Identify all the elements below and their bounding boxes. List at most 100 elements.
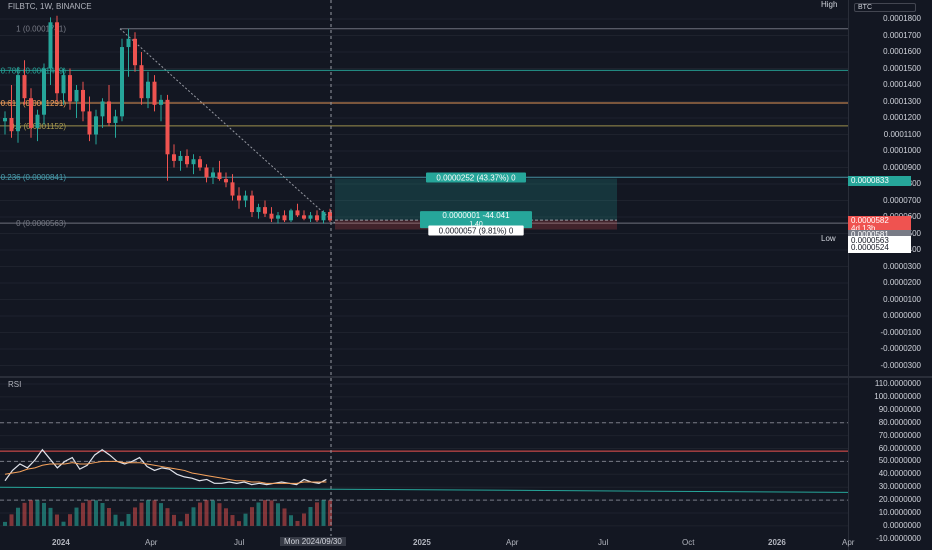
price-tag: 0.0000582 bbox=[848, 216, 911, 226]
rsi-histogram-bar bbox=[289, 515, 293, 526]
rsi-histogram-bar bbox=[74, 507, 79, 526]
price-axis[interactable]: 0.0001800 0.0001700 0.0001600 0.0001500 0.00… bbox=[848, 0, 932, 550]
candle-body bbox=[321, 212, 326, 221]
candle-body bbox=[217, 172, 222, 180]
candle-body bbox=[139, 65, 144, 99]
candle-body bbox=[263, 207, 267, 214]
time-axis-tick: Jul bbox=[598, 538, 609, 547]
candle-body bbox=[315, 215, 319, 221]
candle-body bbox=[22, 75, 27, 99]
rsi-histogram-bar bbox=[120, 521, 124, 526]
rsi-histogram-bar bbox=[276, 503, 280, 526]
price-tag: 0.0000581 bbox=[848, 230, 911, 240]
position-target-label: 0.0000252 (43.37%) 0 bbox=[436, 174, 516, 183]
candle-body bbox=[133, 38, 137, 66]
rsi-histogram-bar bbox=[159, 503, 163, 526]
candle-body bbox=[230, 182, 235, 196]
fib-level-label: 1 (0.0001741) bbox=[16, 25, 66, 34]
price-axis-tick: -0.0000300 bbox=[880, 360, 921, 370]
fib-level-label: 0.236 (0.0000841) bbox=[1, 173, 67, 182]
candle-body bbox=[55, 22, 59, 94]
currency-badge[interactable]: BTC bbox=[854, 3, 916, 12]
candle-body bbox=[35, 114, 40, 128]
rsi-axis-tick: 60.0000000 bbox=[878, 443, 921, 453]
candle-body bbox=[237, 195, 241, 201]
rsi-histogram-bar bbox=[256, 502, 261, 526]
candle-body bbox=[211, 172, 215, 178]
candle-body bbox=[68, 75, 72, 102]
rsi-chart-svg[interactable] bbox=[0, 378, 849, 540]
low-label: Low bbox=[818, 234, 839, 243]
rsi-histogram-bar bbox=[308, 507, 313, 526]
fib-trend-line bbox=[119, 28, 336, 224]
rsi-axis-tick: 10.0000000 bbox=[878, 508, 921, 517]
time-axis-tick: Apr bbox=[506, 538, 519, 547]
rsi-histogram-bar bbox=[315, 502, 319, 526]
rsi-histogram-bar bbox=[250, 507, 254, 526]
rsi-histogram-bar bbox=[243, 513, 248, 526]
price-chart-svg[interactable]: 1 (0.0001741) 0.786 (0.0001489) 0.618 (0.0… bbox=[0, 0, 848, 376]
rsi-histogram-bar bbox=[16, 507, 20, 526]
rsi-axis-tick: 100.0000000 bbox=[874, 391, 921, 401]
crosshair-time-label: Mon 2024/09/30 bbox=[280, 537, 346, 546]
candle-body bbox=[61, 75, 66, 94]
rsi-axis-tick: 20.0000000 bbox=[878, 495, 921, 505]
candle-body bbox=[224, 179, 228, 183]
rsi-axis-tick: 50.0000000 bbox=[878, 456, 921, 466]
price-axis-tick: 0.0000300 bbox=[883, 261, 921, 271]
rsi-histogram-bar bbox=[302, 513, 306, 526]
rsi-histogram-bar bbox=[178, 521, 183, 526]
rsi-support-line bbox=[0, 486, 849, 493]
rsi-axis-tick: 110.0000000 bbox=[874, 379, 921, 388]
candle-body bbox=[191, 159, 196, 165]
candle-body bbox=[243, 195, 248, 201]
candle-body bbox=[113, 116, 118, 123]
candle-body bbox=[29, 98, 33, 128]
rsi-histogram-bar bbox=[48, 507, 53, 526]
position-stop-label-box bbox=[428, 225, 524, 236]
rsi-histogram-bar bbox=[328, 500, 332, 526]
candle-body bbox=[94, 116, 98, 135]
rsi-histogram-bar bbox=[204, 500, 209, 526]
rsi-histogram-bar bbox=[126, 514, 131, 526]
chart-title: FILBTC, 1W, BINANCE bbox=[8, 2, 92, 11]
price-tag: 0.0000833 bbox=[848, 176, 911, 186]
rsi-axis-tick: 70.0000000 bbox=[878, 430, 921, 440]
rsi-histogram-bar bbox=[172, 514, 176, 526]
price-axis-tick: 0.0001000 bbox=[883, 146, 921, 155]
rsi-histogram-bar bbox=[191, 507, 196, 526]
rsi-ma-line bbox=[4, 460, 327, 484]
candle-body bbox=[48, 22, 53, 69]
rsi-histogram-bar bbox=[139, 502, 144, 526]
time-axis-tick: 2025 bbox=[413, 538, 431, 547]
candle-body bbox=[178, 155, 183, 161]
candle-body bbox=[74, 89, 79, 102]
price-chart-pane[interactable]: 1 (0.0001741) 0.786 (0.0001489) 0.618 (0.0… bbox=[0, 0, 848, 376]
rsi-pane[interactable] bbox=[0, 378, 849, 540]
pane-separator[interactable] bbox=[0, 376, 932, 378]
rsi-axis-tick: 80.0000000 bbox=[878, 417, 921, 427]
candle-body bbox=[146, 81, 150, 99]
candle-body bbox=[198, 159, 202, 168]
price-tag: 4d 13h bbox=[848, 224, 911, 234]
fib-level-label: 0.786 (0.0001489) bbox=[1, 66, 67, 75]
price-tag: 0.0000524 bbox=[848, 243, 911, 253]
rsi-histogram-bar bbox=[87, 500, 92, 526]
candle-body bbox=[3, 118, 7, 122]
rsi-histogram-bar bbox=[211, 500, 215, 526]
position-entry-label: 0.0000001 -44.041 bbox=[442, 211, 510, 220]
price-axis-tick: 0.0000200 bbox=[883, 278, 921, 287]
price-tag: 0.0000563 bbox=[848, 236, 911, 246]
candle-body bbox=[269, 213, 274, 219]
candle-body bbox=[87, 111, 92, 135]
time-axis[interactable]: 2024 Apr Jul Mon 2024/09/30 2025 Apr Jul Oct 202… bbox=[0, 536, 854, 550]
candle-body bbox=[185, 155, 189, 165]
rsi-histogram-bar bbox=[113, 514, 118, 526]
position-target-label-box bbox=[426, 172, 526, 183]
rsi-histogram-bar bbox=[3, 521, 7, 526]
candle-body bbox=[126, 38, 131, 48]
rsi-histogram-bar bbox=[295, 520, 300, 526]
time-axis-tick: Apr bbox=[145, 538, 158, 547]
candle-body bbox=[42, 68, 46, 115]
price-axis-tick: 0.0000700 bbox=[883, 195, 921, 205]
